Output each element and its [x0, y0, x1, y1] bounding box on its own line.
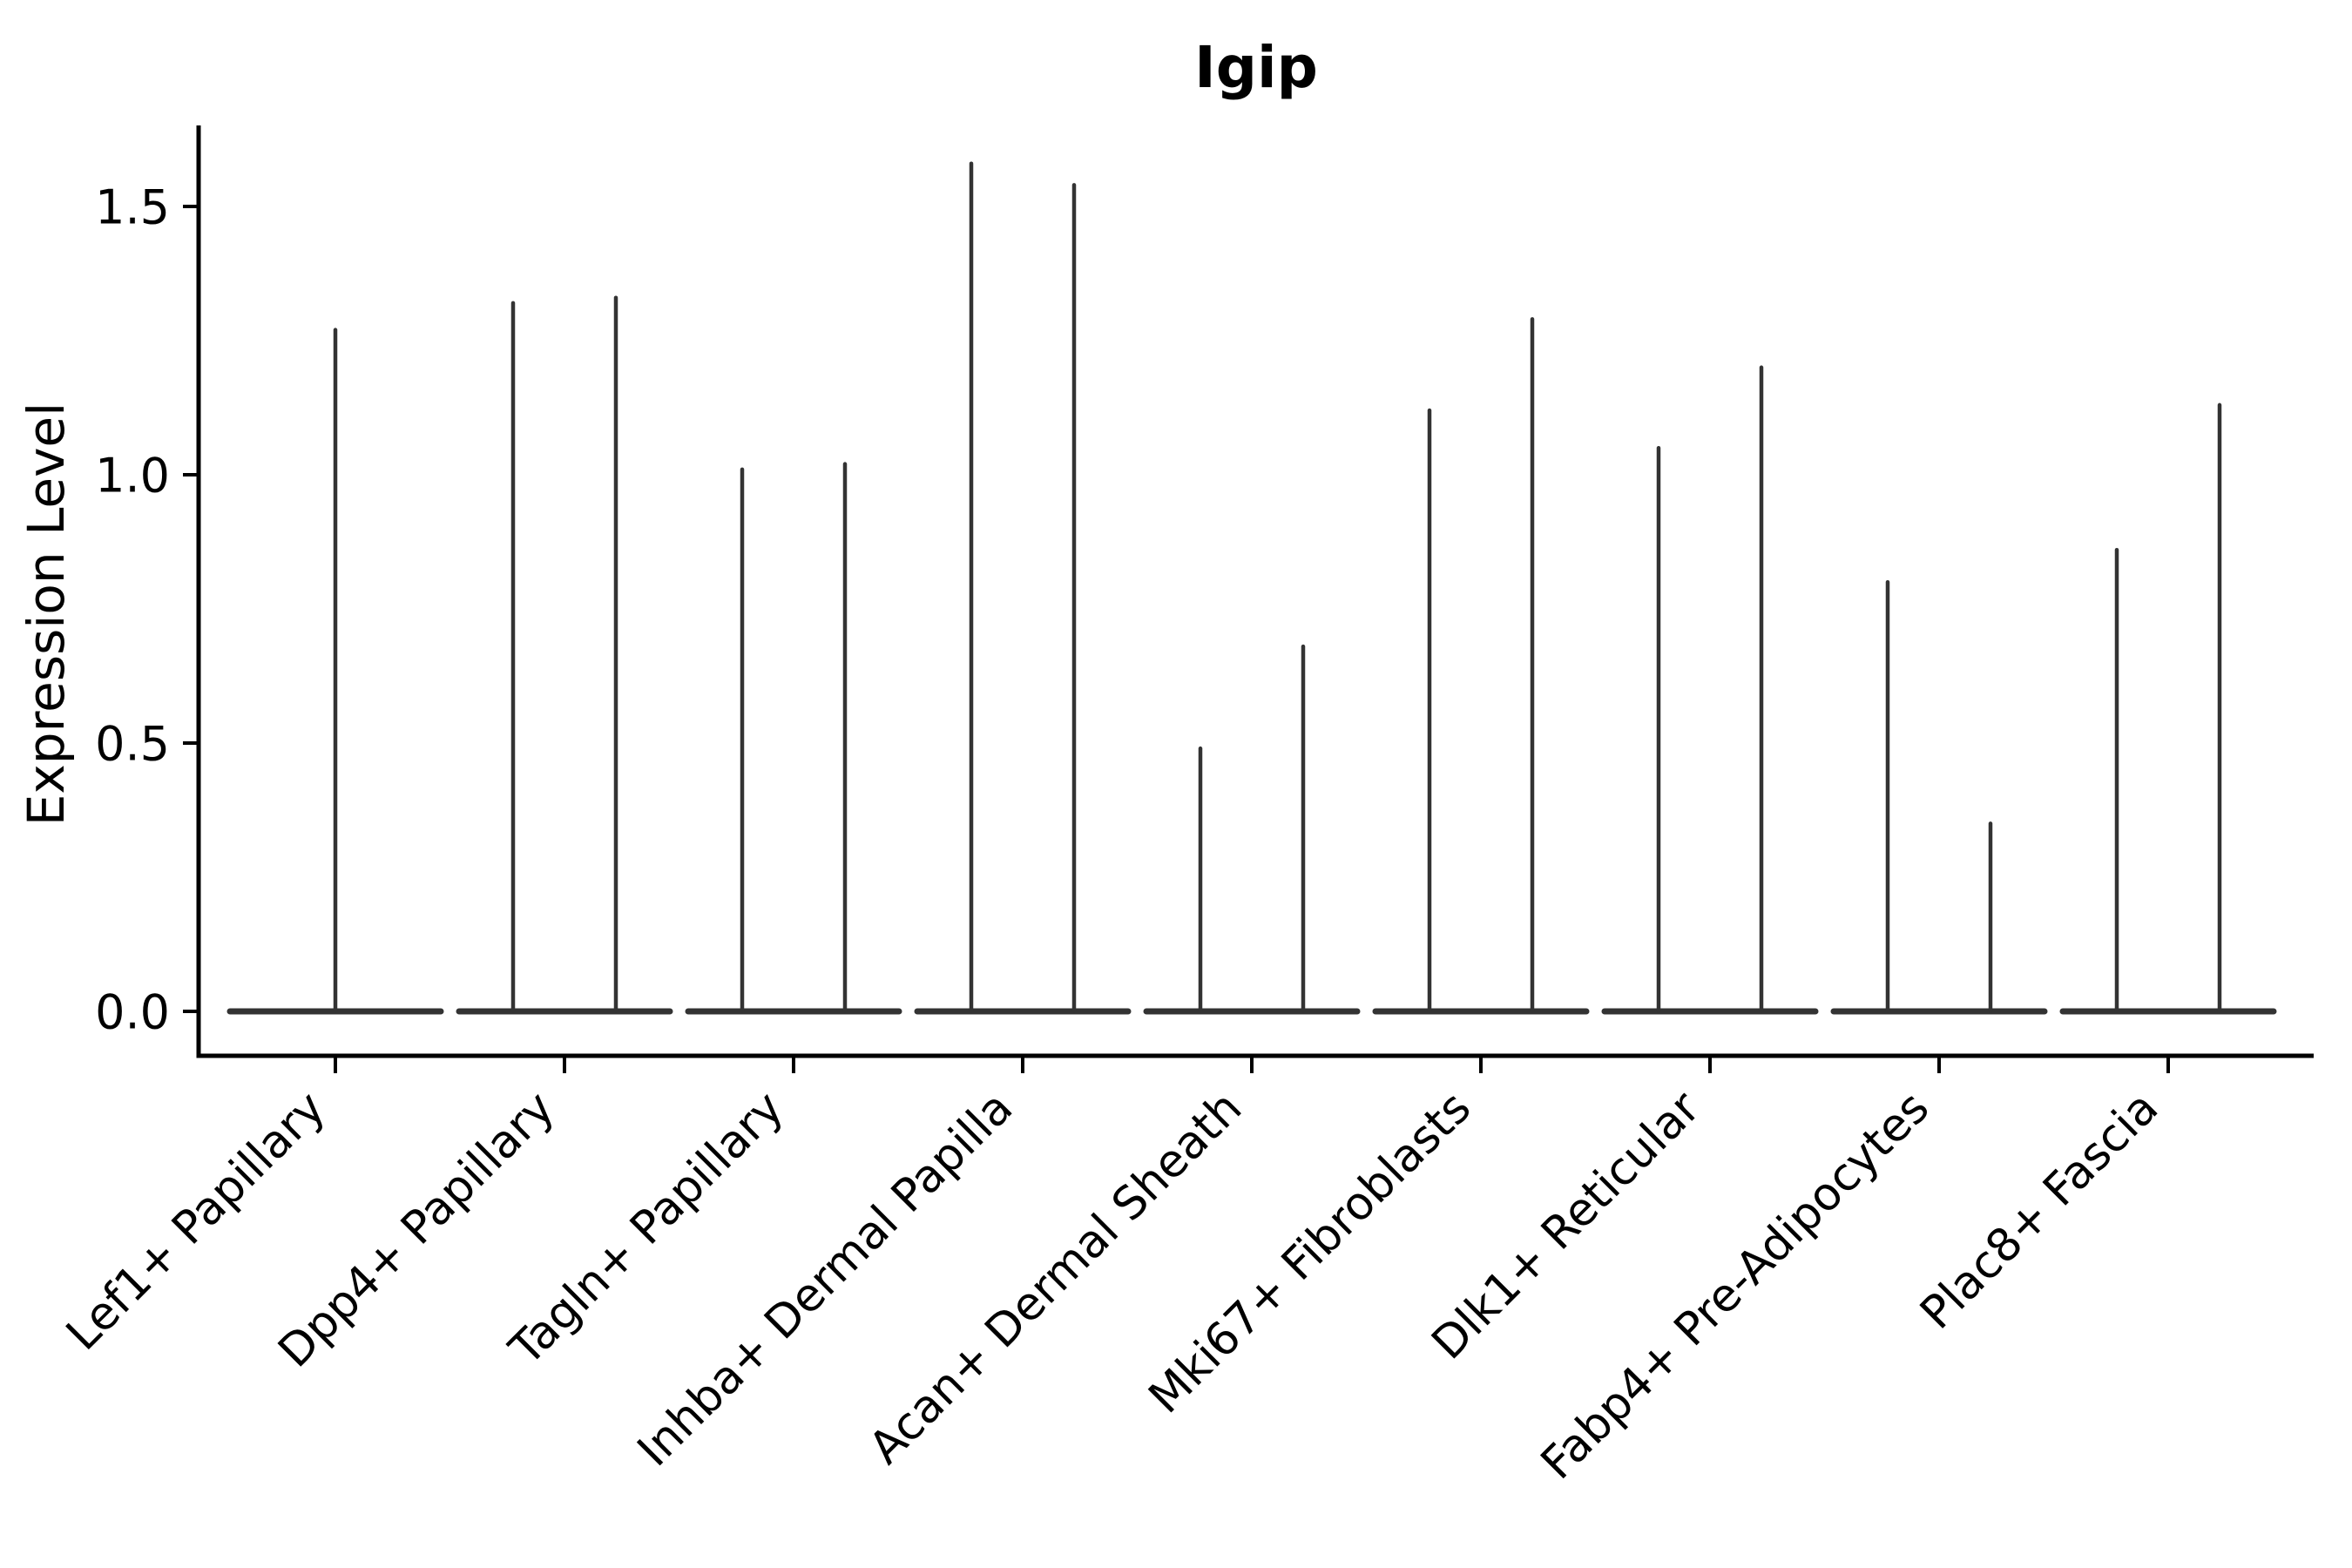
- violin-group: [1143, 644, 1361, 1015]
- x-tick-label: Plac8+ Fascia: [1910, 1082, 2168, 1340]
- y-tick-label: 1.5: [95, 179, 170, 234]
- chart-title: Igip: [1194, 34, 1318, 101]
- x-tick-label: Inhba+ Dermal Papilla: [628, 1082, 1023, 1477]
- violins: [226, 161, 2277, 1015]
- axes: [196, 125, 2314, 1058]
- violin-group: [456, 295, 673, 1015]
- violin-group: [914, 161, 1132, 1015]
- violin-group: [1372, 317, 1590, 1015]
- violin-group: [1830, 579, 2048, 1015]
- y-axis-ticks: 0.0 0.5 1.0 1.5: [95, 179, 199, 1039]
- violin-group: [1601, 365, 1819, 1015]
- violin-group: [685, 462, 902, 1015]
- y-tick-label: 0.5: [95, 716, 170, 771]
- x-tick-label: Acan+ Dermal Sheath: [860, 1082, 1253, 1475]
- y-tick-label: 0.0: [95, 984, 170, 1039]
- violin-group: [2059, 402, 2277, 1015]
- violin-group: [226, 328, 444, 1015]
- y-tick-label: 1.0: [95, 448, 170, 503]
- x-tick-label: Fabp4+ Pre-Adipocytes: [1531, 1082, 1939, 1490]
